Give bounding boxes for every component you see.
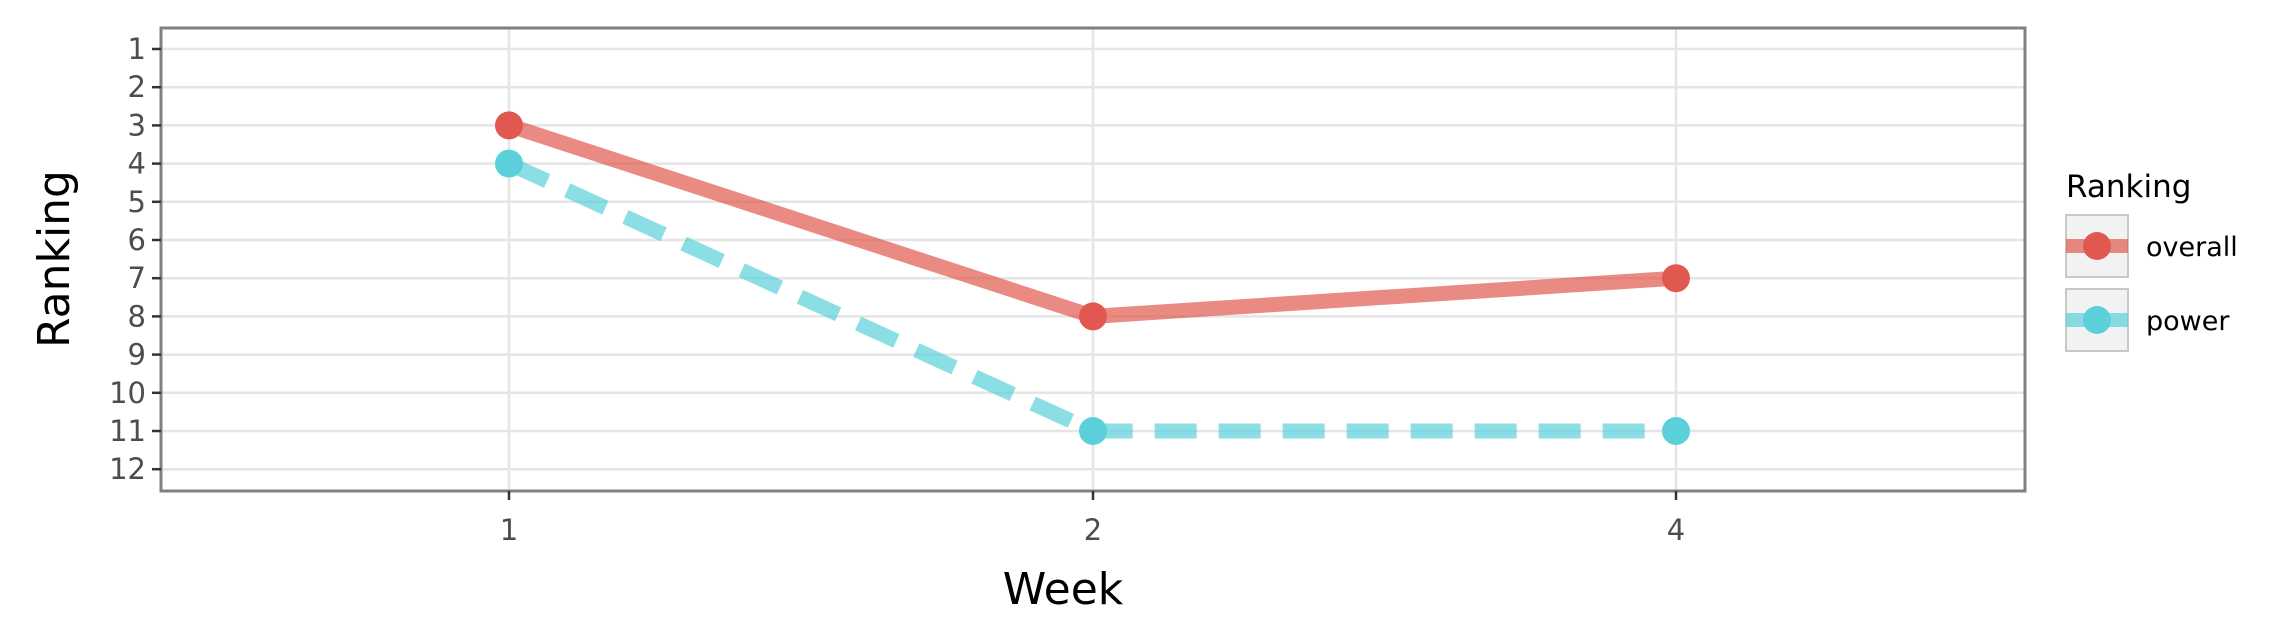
data-point-power [1079,417,1107,445]
legend-items: overall power [2065,214,2238,352]
y-tick-label: 12 [109,452,146,486]
y-tick-label: 1 [128,32,146,66]
data-point-overall [1662,264,1690,293]
x-tick-label: 1 [500,513,518,547]
y-tick-label: 11 [109,414,146,448]
legend-label: power [2146,306,2230,337]
y-tick-label: 7 [128,261,146,295]
y-tick-label: 10 [109,376,146,410]
grid-lines [161,28,2025,491]
legend-item-power: power [2065,288,2230,352]
y-axis-title: Ranking [29,170,80,348]
y-tick-label: 2 [128,70,146,104]
legend: Ranking overall power [2065,169,2238,352]
y-tick-label: 5 [128,185,146,219]
data-point-overall [495,111,523,140]
legend-key-point [2083,306,2111,334]
x-tick-label: 2 [1084,513,1102,547]
y-tick-label: 6 [128,223,146,257]
data-point-power [495,149,523,178]
data-point-power [1662,417,1690,445]
y-tick-label: 4 [128,147,146,181]
y-tick-label: 3 [128,108,146,142]
data-point-overall [1079,302,1107,331]
x-tick-label: 4 [1667,513,1685,547]
legend-item-overall: overall [2065,214,2238,278]
x-axis-title: Week [1003,564,1124,615]
x-axis: 1 2 4 [500,491,1685,547]
y-tick-label: 8 [128,299,146,333]
legend-key-point [2083,232,2111,260]
y-tick-label: 9 [128,338,146,372]
legend-title: Ranking [2066,169,2191,205]
legend-label: overall [2146,232,2238,263]
series-points [495,111,1690,445]
